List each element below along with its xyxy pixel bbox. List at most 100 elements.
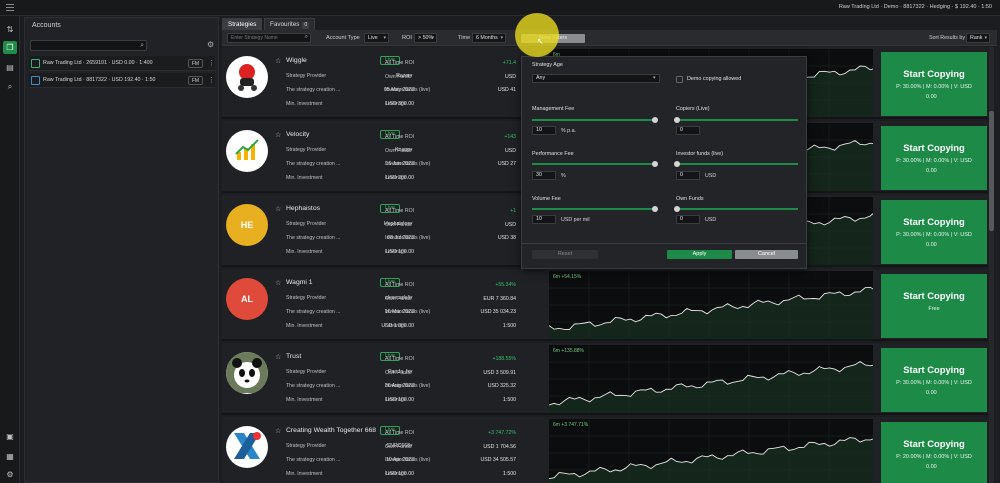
reset-button[interactable]: Reset — [532, 250, 598, 259]
start-copying-button[interactable]: Start Copying P: 30.00% | M: 0.00% | V: U… — [881, 126, 987, 190]
tab-favourites[interactable]: Favourites 0 — [264, 18, 316, 30]
list-scrollbar[interactable] — [989, 47, 994, 483]
roi-label: All Time ROI — [385, 356, 415, 362]
strategy-avatar[interactable]: HE — [226, 204, 268, 246]
slider-handle[interactable] — [652, 161, 658, 167]
account-fm-badge[interactable]: FM — [188, 59, 203, 68]
performance-chart[interactable]: 6m +135.88% — [549, 345, 873, 413]
chart-period: 6m — [553, 348, 560, 354]
gear-icon[interactable]: ⚙ — [207, 40, 215, 49]
demo-copying-checkbox[interactable] — [676, 76, 683, 83]
strategy-avatar[interactable] — [226, 352, 268, 394]
hamburger-menu-icon[interactable] — [6, 4, 14, 11]
start-copying-button[interactable]: Start Copying Free — [881, 274, 987, 338]
account-fm-badge[interactable]: FM — [188, 76, 203, 85]
provider-value[interactable]: Razor — [396, 73, 410, 79]
favourite-star-icon[interactable]: ☆ — [275, 58, 282, 65]
strategy-avatar[interactable] — [226, 130, 268, 172]
investor-funds-label: Investor funds (live) — [385, 235, 431, 241]
tab-strategies[interactable]: Strategies — [222, 18, 263, 30]
performance-fee-input[interactable]: 30 — [532, 171, 556, 180]
volume-fee-input[interactable]: 10 — [532, 215, 556, 224]
kebab-menu-icon[interactable]: ⋮ — [208, 60, 215, 67]
slider-handle[interactable] — [674, 161, 680, 167]
kebab-menu-icon[interactable]: ⋮ — [208, 77, 215, 84]
apply-button[interactable]: Apply — [667, 250, 732, 259]
own-funds-label: Own Funds — [385, 370, 412, 376]
strategy-age-label: Strategy Age — [532, 62, 563, 68]
strategy-name[interactable]: Velocity — [286, 131, 310, 138]
slider-handle[interactable] — [674, 206, 680, 212]
trade-icon[interactable]: ⇅ — [6, 25, 14, 34]
favourite-star-icon[interactable]: ☆ — [275, 428, 282, 435]
management-fee-slider[interactable] — [532, 117, 658, 123]
accounts-search-input[interactable]: ⌕ — [30, 40, 147, 51]
time-select[interactable]: 6 Months — [472, 33, 506, 43]
start-copying-button[interactable]: Start Copying P: 30.00% | M: 0.00% | V: U… — [881, 348, 987, 412]
management-fee-input[interactable]: 10 — [532, 126, 556, 135]
cancel-button[interactable]: Cancel — [735, 250, 798, 259]
copiers-slider[interactable] — [674, 117, 798, 123]
favourite-star-icon[interactable]: ☆ — [275, 280, 282, 287]
chart-roi-tag: 6m +3 747.71% — [553, 422, 588, 428]
provider-value[interactable]: alexeradali — [384, 295, 410, 301]
account-row[interactable]: Raw Trading Ltd · 2659101 · USD 0.00 · 1… — [29, 56, 215, 71]
favourite-star-icon[interactable]: ☆ — [275, 206, 282, 213]
favourite-star-icon[interactable]: ☆ — [275, 354, 282, 361]
strategy-name[interactable]: Wagmi 1 — [286, 279, 313, 286]
strategy-name[interactable]: Trust — [286, 353, 302, 360]
strategy-name[interactable]: Wiggle — [286, 57, 307, 64]
own-funds-slider[interactable] — [674, 206, 798, 212]
investor-funds-slider[interactable] — [674, 161, 798, 167]
own-funds-input[interactable]: 0 — [676, 215, 700, 224]
volume-fee-slider[interactable] — [532, 206, 658, 212]
strategy-avatar[interactable] — [226, 426, 268, 468]
strategy-name[interactable]: Creating Wealth Together 668 — [286, 427, 377, 434]
strategy-avatar[interactable]: AL — [226, 278, 268, 320]
strategy-row[interactable]: ☆ Trust Live Strategy Provider Panda_fx ▾ The … — [222, 343, 988, 415]
performance-chart-svg — [549, 345, 873, 413]
settings-icon[interactable]: ⚙ — [6, 470, 14, 479]
provider-value[interactable]: Knapp — [394, 147, 410, 153]
investor-funds-input[interactable]: 0 — [676, 171, 700, 180]
provider-value[interactable]: Panda_fx — [388, 369, 410, 375]
strategy-avatar[interactable] — [226, 56, 268, 98]
roi-select[interactable]: > 50% — [414, 33, 437, 43]
panda-icon — [226, 352, 268, 394]
slider-handle[interactable] — [652, 206, 658, 212]
account-row[interactable]: Raw Trading Ltd · 8817322 · USD 192.40 ·… — [29, 73, 215, 88]
provider-value[interactable]: Hephaistos — [384, 221, 410, 227]
strategy-row[interactable]: ☆ Creating Wealth Together 668 Live Strateg… — [222, 417, 988, 483]
strategy-search-input[interactable]: Enter Strategy Name ⌕ — [227, 33, 311, 43]
favourite-star-icon[interactable]: ☆ — [275, 132, 282, 139]
start-copying-button[interactable]: Start Copying P: 30.00% | M: 0.00% | V: U… — [881, 52, 987, 116]
strategy-row[interactable]: AL ☆ Wagmi 1 Live Strategy Provider alexerada… — [222, 269, 988, 341]
account-type-select[interactable]: Live — [364, 33, 389, 43]
slider-handle[interactable] — [652, 117, 658, 123]
performance-chart[interactable]: 6m +54.15% — [549, 271, 873, 339]
start-copying-button[interactable]: Start Copying P: 20.00% | M: 0.00% | V: U… — [881, 422, 987, 483]
search-strategies-icon[interactable]: ⌕ — [7, 81, 13, 91]
portfolio-icon[interactable]: ▤ — [6, 63, 14, 72]
account-summary[interactable]: Raw Trading Ltd · Demo · 8817322 · Hedgi… — [838, 4, 992, 10]
chevron-down-icon: ▾ — [410, 73, 413, 79]
strategy-name[interactable]: Hephaistos — [286, 205, 321, 212]
copiers-input[interactable]: 0 — [676, 126, 700, 135]
equity-line — [549, 437, 873, 480]
copy-strategies-icon[interactable]: ❐ — [3, 41, 17, 54]
calendar-icon[interactable]: ▦ — [6, 452, 14, 461]
equity-area — [549, 361, 873, 413]
performance-chart[interactable]: 6m +3 747.71% — [549, 419, 873, 483]
scrollbar-thumb[interactable] — [989, 111, 994, 231]
performance-fee-slider[interactable] — [532, 161, 658, 167]
chevron-down-icon: ▾ — [410, 147, 413, 153]
briefcase-icon[interactable]: ▣ — [6, 432, 14, 441]
slider-handle[interactable] — [674, 117, 680, 123]
sort-select[interactable]: Rank — [966, 33, 990, 43]
start-copying-label: Start Copying — [903, 68, 965, 79]
provider-value[interactable]: CNRC668 — [386, 443, 410, 449]
performance-chart-svg — [549, 271, 873, 339]
strategy-age-select[interactable]: Any — [532, 74, 660, 83]
own-funds-value: USD — [505, 222, 516, 228]
start-copying-button[interactable]: Start Copying P: 30.00% | M: 0.00% | V: U… — [881, 200, 987, 264]
